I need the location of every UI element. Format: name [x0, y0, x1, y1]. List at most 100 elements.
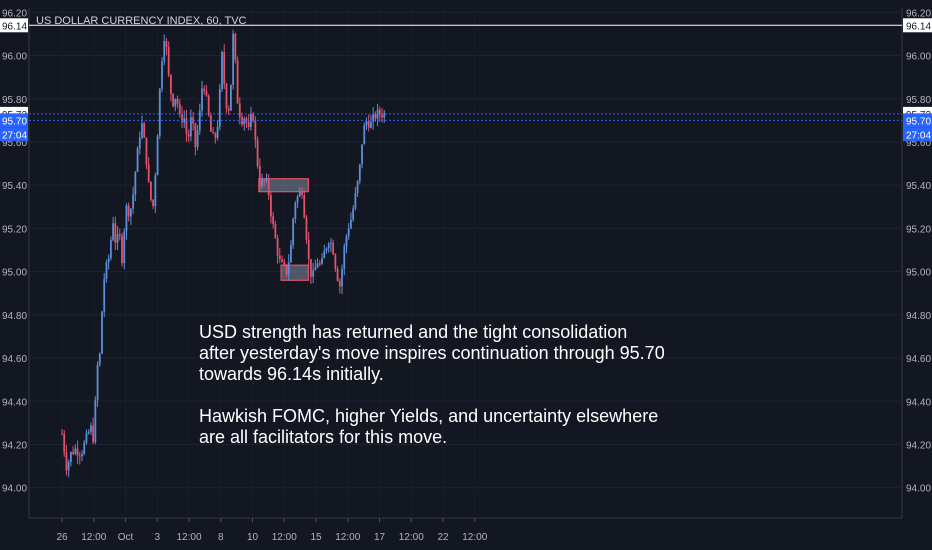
candle-body [254, 121, 257, 140]
x-tick-label: 12:00 [81, 532, 106, 543]
candle-body [354, 192, 357, 209]
note-line [199, 385, 665, 406]
candle-body [109, 240, 112, 259]
candle-body [274, 223, 277, 239]
x-tick-label: 26 [56, 532, 68, 543]
consolidation-zone [280, 264, 309, 281]
candle-body [312, 270, 315, 277]
candle-body [210, 115, 212, 132]
candle-body [87, 431, 90, 434]
y-tick-label: 94.60 [2, 354, 27, 365]
candle-body [116, 234, 119, 243]
candle-body [294, 202, 297, 219]
y-tick-label: 96.20 [906, 8, 931, 19]
x-tick-label: 10 [247, 532, 259, 543]
candle-body [72, 452, 75, 454]
candle-body [305, 217, 308, 241]
y-tick-label: 94.00 [2, 484, 27, 495]
y-tick-label: 94.00 [906, 484, 931, 495]
candle-body [201, 88, 203, 111]
candle-body [154, 175, 157, 207]
candle-body [187, 133, 190, 137]
candle-body [361, 144, 363, 165]
countdown-label: 27:04 [2, 130, 27, 141]
candle-body [205, 90, 208, 96]
candle-body [214, 133, 217, 138]
y-tick-label: 95.80 [906, 95, 931, 106]
grid [28, 8, 903, 522]
candle-body [370, 121, 372, 128]
candle-body [310, 258, 312, 277]
y-tick-label: 95.40 [906, 181, 931, 192]
right-price-axis[interactable]: 94.00 94.20 94.40 94.60 94.80 95.00 95.20 95.40… [903, 8, 932, 495]
x-tick-label: 12:00 [176, 532, 201, 543]
x-tick-label: 17 [374, 532, 386, 543]
candle-body [352, 208, 355, 220]
candle-body [314, 267, 317, 271]
note-line: Hawkish FOMC, higher Yields, and uncerta… [199, 406, 659, 426]
candle-body [134, 172, 137, 195]
candle-body [218, 88, 221, 127]
candle-body [223, 51, 226, 85]
candle-body [181, 113, 183, 123]
price-level-label: 95.70 [906, 116, 931, 127]
candle-body [318, 263, 321, 265]
time-axis[interactable]: 26 12:00 Oct 3 12:00 8 10 12:00 15 12:00 17 12:00 22… [56, 532, 487, 543]
x-tick-label: 12:00 [399, 532, 424, 543]
y-tick-label: 95.40 [2, 181, 27, 192]
candle-body [89, 425, 92, 432]
candle-body [252, 113, 255, 122]
candle-body [256, 139, 259, 167]
countdown-label: 27:04 [906, 130, 931, 141]
y-tick-label: 95.60 [2, 138, 27, 149]
candle-body [296, 196, 299, 203]
candle-body [101, 311, 103, 354]
y-tick-label: 95.60 [906, 138, 931, 149]
y-tick-label: 94.20 [906, 441, 931, 452]
candle-body [143, 123, 146, 138]
candle-body [203, 88, 206, 91]
candle-body [96, 364, 99, 401]
candles [61, 29, 386, 478]
candle-body [61, 433, 63, 435]
candle-body [378, 109, 381, 115]
candle-body [112, 223, 115, 241]
candle-body [290, 244, 292, 263]
candle-body [185, 118, 188, 134]
candle-body [123, 231, 126, 264]
candle-body [150, 181, 152, 200]
candle-body [330, 242, 332, 245]
candle-body [63, 433, 66, 453]
candle-body [341, 268, 343, 287]
candle-body [221, 51, 223, 89]
consolidation-zones [258, 178, 309, 281]
candle-body [283, 261, 286, 265]
y-tick-label: 95.20 [2, 224, 27, 235]
left-price-axis: 94.00 94.20 94.40 94.60 94.80 95.00 95.20 95.40… [0, 8, 28, 495]
candle-body [332, 242, 335, 255]
candle-body [69, 452, 72, 462]
candle-body [141, 123, 143, 138]
y-tick-label: 95.00 [2, 268, 27, 279]
candle-body [132, 194, 135, 209]
candle-body [152, 199, 155, 207]
candle-body [276, 238, 279, 256]
candle-body [114, 223, 117, 243]
candle-body [98, 353, 101, 365]
note-line: after yesterday's move inspires continua… [199, 343, 665, 363]
price-levels [29, 24, 902, 121]
candle-body [161, 61, 163, 89]
candle-body [125, 205, 128, 232]
y-tick-label: 94.20 [2, 441, 27, 452]
candle-body [307, 240, 310, 259]
candle-body [303, 194, 306, 218]
candle-body [321, 258, 323, 264]
candle-body [183, 118, 186, 123]
candle-body [345, 236, 348, 247]
candle-body [381, 114, 383, 118]
candle-body [121, 235, 123, 264]
candle-body [232, 33, 235, 85]
candle-body [196, 130, 199, 147]
candle-body [105, 262, 108, 279]
